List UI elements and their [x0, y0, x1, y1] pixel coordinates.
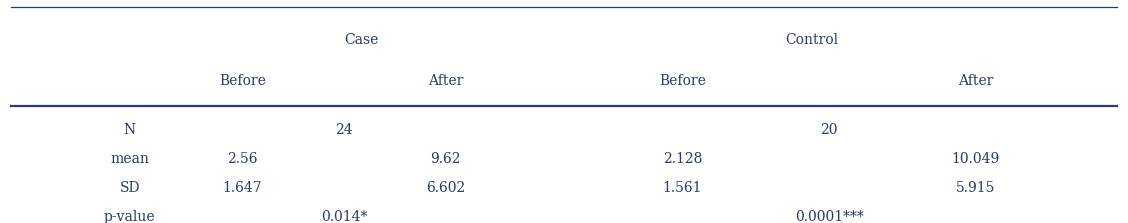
Text: Control: Control — [785, 33, 839, 47]
Text: After: After — [958, 74, 994, 88]
Text: 2.56: 2.56 — [227, 153, 258, 166]
Text: 6.602: 6.602 — [426, 182, 465, 195]
Text: 24: 24 — [335, 124, 353, 137]
Text: 1.561: 1.561 — [662, 182, 703, 195]
Text: Before: Before — [659, 74, 706, 88]
Text: N: N — [124, 124, 135, 137]
Text: Case: Case — [344, 33, 378, 47]
Text: 2.128: 2.128 — [663, 153, 702, 166]
Text: After: After — [428, 74, 464, 88]
Text: p-value: p-value — [104, 211, 156, 223]
Text: 0.0001***: 0.0001*** — [795, 211, 863, 223]
Text: mean: mean — [111, 153, 149, 166]
Text: 0.014*: 0.014* — [320, 211, 368, 223]
Text: 5.915: 5.915 — [957, 182, 995, 195]
Text: SD: SD — [120, 182, 140, 195]
Text: 10.049: 10.049 — [952, 153, 999, 166]
Text: 9.62: 9.62 — [430, 153, 461, 166]
Text: Before: Before — [219, 74, 266, 88]
Text: 20: 20 — [820, 124, 838, 137]
Text: 1.647: 1.647 — [222, 182, 263, 195]
